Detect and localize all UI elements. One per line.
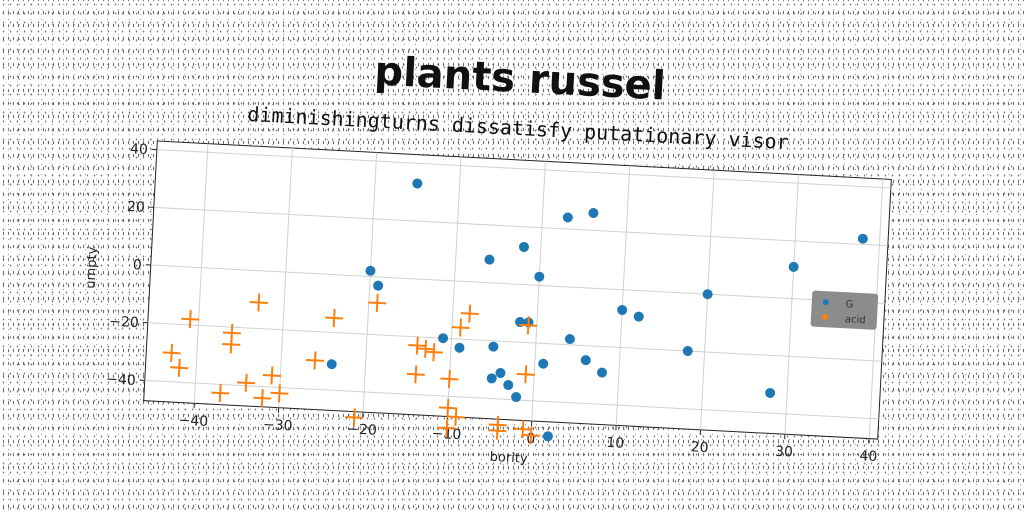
y-grid-line (156, 149, 891, 189)
point-g (326, 359, 337, 370)
point-acid (162, 343, 181, 362)
point-acid (521, 426, 541, 445)
point-g (788, 261, 799, 272)
grid-lines (144, 143, 891, 439)
point-acid (451, 318, 470, 337)
point-g (365, 265, 376, 276)
x-tick-label: 40 (859, 448, 878, 465)
point-g (503, 380, 514, 391)
y-tick-label: 40 (130, 141, 149, 158)
x-tick-label: 10 (606, 435, 625, 452)
point-g (633, 311, 644, 322)
y-tick-label: 0 (132, 257, 142, 273)
point-acid (181, 310, 200, 329)
point-acid (249, 293, 268, 312)
x-grid-line (615, 165, 631, 426)
point-acid (222, 335, 241, 354)
legend: G acid (810, 290, 879, 330)
legend-label-acid: acid (845, 314, 866, 326)
y-tick-label: 20 (127, 199, 146, 216)
point-g (488, 341, 499, 352)
point-acid (516, 365, 535, 384)
point-acid (253, 389, 272, 408)
point-g (702, 289, 713, 300)
point-acid (368, 293, 387, 312)
point-acid (446, 407, 465, 427)
point-g (518, 241, 529, 252)
y-grid-line (144, 379, 879, 420)
point-g (538, 358, 549, 369)
chart-subtitle: diminishingturns dissatisfy putationary … (247, 102, 789, 154)
point-g (588, 208, 599, 219)
point-g (534, 271, 545, 282)
point-g (597, 367, 608, 378)
y-tick-label: −20 (109, 314, 139, 332)
y-axis-label: umpty (83, 246, 100, 289)
legend-marker-g (822, 299, 829, 306)
x-tick-label: −20 (347, 421, 377, 439)
point-g (486, 373, 497, 384)
point-g (495, 368, 506, 379)
point-g (484, 254, 495, 265)
point-acid (416, 339, 435, 358)
point-g (511, 391, 522, 402)
x-grid-line (784, 174, 799, 435)
legend-marker-acid (822, 314, 829, 321)
point-acid (325, 308, 344, 328)
y-grid-line (147, 322, 882, 362)
point-acid (305, 351, 325, 370)
point-g (542, 431, 553, 442)
x-tick-label: −30 (263, 417, 293, 435)
point-acid (488, 421, 507, 440)
point-acid (519, 316, 538, 335)
x-grid-line (362, 152, 378, 413)
point-acid (424, 343, 443, 362)
point-acid (270, 384, 289, 403)
x-tick-label: −40 (178, 412, 208, 430)
point-g (564, 334, 575, 345)
point-acid (438, 398, 457, 417)
series-acid-points (162, 293, 541, 445)
point-g (857, 233, 868, 244)
x-grid-line (278, 148, 293, 408)
point-g (765, 387, 776, 398)
point-g (562, 212, 573, 223)
point-acid (406, 365, 425, 384)
y-grid-line (153, 206, 888, 247)
point-acid (437, 419, 456, 438)
y-tick-labels: −40 −20 0 20 40 (106, 141, 157, 389)
x-tick-label: 30 (775, 444, 794, 461)
x-tick-label: 20 (690, 439, 709, 456)
point-acid (262, 366, 281, 385)
point-acid (170, 358, 189, 377)
point-g (682, 346, 693, 357)
x-axis-label: bority (489, 450, 528, 467)
series-g-points (326, 178, 868, 442)
point-acid (211, 384, 230, 403)
point-g (580, 355, 591, 366)
point-g (412, 178, 423, 189)
point-acid (408, 336, 427, 355)
point-g (454, 342, 465, 353)
point-g (373, 280, 384, 291)
legend-label-g: G (845, 299, 853, 310)
x-grid-line (700, 170, 715, 430)
point-acid (237, 373, 256, 392)
x-grid-line (193, 143, 209, 404)
point-acid (440, 369, 459, 389)
x-grid-line (531, 161, 546, 421)
point-g (438, 333, 449, 344)
point-acid (345, 408, 364, 427)
y-tick-label: −40 (106, 371, 136, 389)
y-grid-line (150, 264, 885, 304)
chart-title: plants russel (373, 48, 666, 109)
point-g (617, 304, 628, 315)
point-acid (460, 304, 479, 323)
